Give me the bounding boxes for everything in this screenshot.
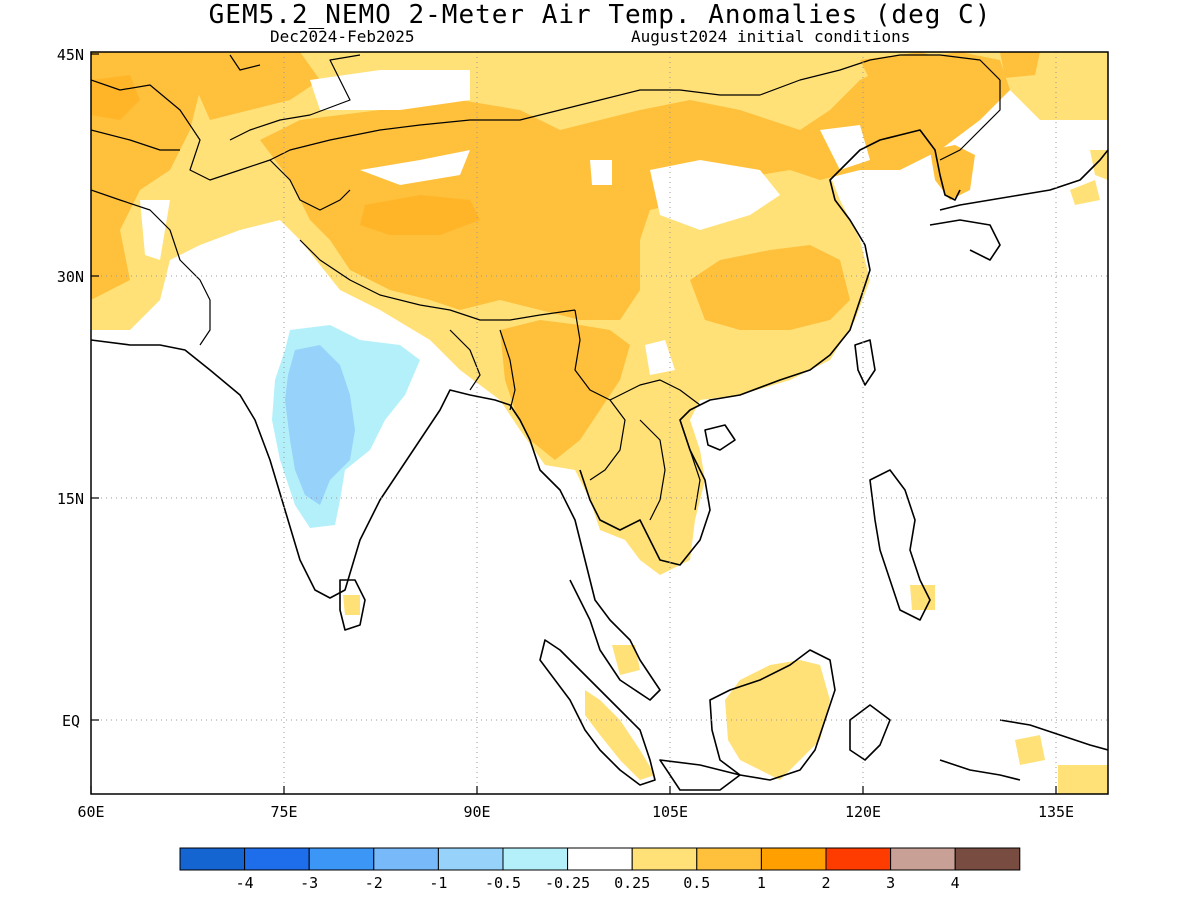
colorbar-label: -1 [429, 874, 447, 892]
map-panel [91, 52, 1108, 794]
colorbar-swatch [567, 847, 633, 871]
lon-label-90e: 90E [463, 803, 490, 821]
lat-label-eq: EQ [62, 712, 80, 730]
colorbar-swatch [696, 847, 762, 871]
colorbar-swatch [244, 847, 310, 871]
colorbar-label: 2 [821, 874, 830, 892]
colorbar-swatch [954, 847, 1021, 871]
lat-label-15n: 15N [57, 490, 84, 508]
colorbar-swatch [760, 847, 827, 871]
map-title: GEM5.2_NEMO 2-Meter Air Temp. Anomalies … [208, 0, 992, 30]
colorbar: -4 -3 -2 -1 -0.5 -0.25 0.25 0.5 1 2 3 4 [179, 847, 1021, 892]
lon-label-105e: 105E [652, 803, 688, 821]
lon-label-75e: 75E [270, 803, 297, 821]
graticule [91, 52, 1108, 794]
colorbar-swatch [890, 847, 956, 871]
colorbar-label: -0.5 [485, 874, 521, 892]
map-frame [90, 51, 1109, 795]
colorbar-label: -4 [236, 874, 254, 892]
colorbar-label: -3 [300, 874, 318, 892]
colorbar-swatch [437, 847, 504, 871]
coastlines [91, 129, 1108, 791]
colorbar-label: 0.5 [683, 874, 710, 892]
colorbar-swatch [373, 847, 439, 871]
colorbar-swatch [631, 847, 698, 871]
colorbar-label: 4 [951, 874, 960, 892]
lon-label-60e: 60E [77, 803, 104, 821]
country-borders [91, 54, 1001, 521]
colorbar-swatch [502, 847, 569, 871]
axis-ticks [90, 53, 1057, 794]
lon-label-135e: 135E [1038, 803, 1074, 821]
anomaly-shading-1-2 [91, 75, 480, 235]
colorbar-label: -0.25 [545, 874, 590, 892]
initial-conditions: August2024 initial conditions [631, 27, 911, 46]
colorbar-label: -2 [365, 874, 383, 892]
lat-label-45n: 45N [57, 46, 84, 64]
anomaly-shading-cool [272, 325, 420, 528]
colorbar-label: 3 [886, 874, 895, 892]
colorbar-swatch [308, 847, 375, 871]
colorbar-swatch [825, 847, 892, 871]
forecast-period: Dec2024-Feb2025 [270, 27, 415, 46]
anomaly-shading-0.5-1 [91, 52, 1040, 460]
lon-label-120e: 120E [845, 803, 881, 821]
colorbar-label: 1 [757, 874, 766, 892]
colorbar-label: 0.25 [614, 874, 650, 892]
colorbar-swatch [179, 847, 246, 871]
lat-label-30n: 30N [57, 268, 84, 286]
